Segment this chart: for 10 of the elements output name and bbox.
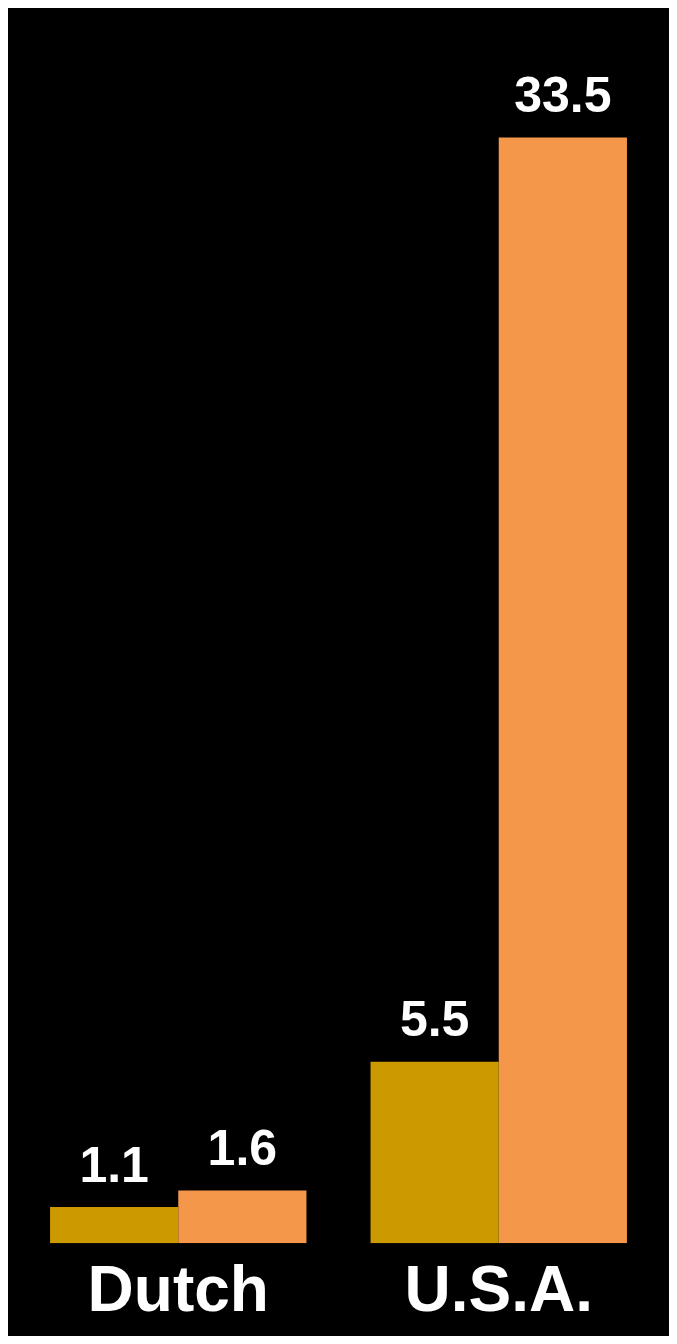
- x-tick-label: Dutch: [87, 1253, 269, 1326]
- bar: [498, 137, 627, 1244]
- bar: [178, 1190, 307, 1244]
- bar: [50, 1206, 179, 1244]
- data-label: 33.5: [514, 67, 612, 124]
- x-tick-label: U.S.A.: [404, 1253, 593, 1326]
- data-label: 5.5: [399, 991, 470, 1048]
- data-label: 1.6: [207, 1120, 278, 1177]
- bar: [370, 1061, 499, 1244]
- data-label: 1.1: [79, 1136, 149, 1193]
